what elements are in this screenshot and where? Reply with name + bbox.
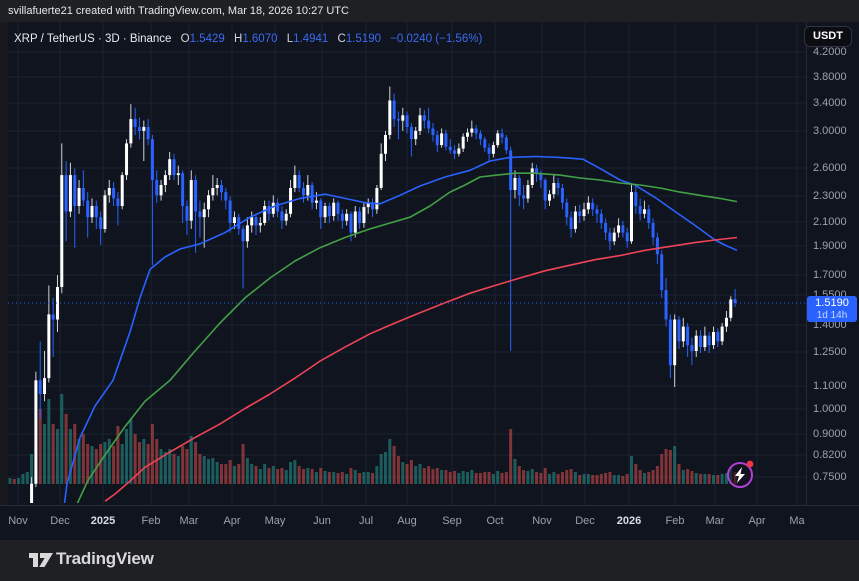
time-axis-label: Apr [748, 515, 766, 527]
open-label: O [180, 33, 190, 45]
price-axis-label: 3.4000 [813, 97, 847, 109]
time-axis-label: Oct [486, 515, 504, 527]
time-axis-label: Nov [8, 515, 28, 527]
time-axis-label: Feb [665, 515, 685, 527]
price-axis-label: 3.8000 [813, 71, 847, 83]
close-label: C [337, 33, 346, 45]
chart-legend: XRP / TetherUS · 3D · Binance O1.5429 H1… [14, 33, 482, 45]
price-axis-label: 0.9000 [813, 428, 847, 440]
price-axis[interactable]: 4.2000 3.8000 3.4000 3.0000 2.6000 2.3000 2.10… [806, 22, 859, 505]
tradingview-logo-icon [29, 553, 53, 567]
price-axis-label: 1.7000 [813, 269, 847, 281]
close-value: 1.5190 [345, 33, 381, 45]
time-axis-label: Mar [179, 515, 199, 527]
price-axis-label: 1.9000 [813, 240, 847, 252]
low-value: 1.4941 [293, 33, 329, 45]
usdt-axis-toggle[interactable]: USDT [804, 26, 852, 47]
last-price-value: 1.5190 [815, 297, 849, 309]
time-axis-label: May [264, 515, 286, 527]
time-axis-label: Apr [223, 515, 241, 527]
price-axis-label: 0.8200 [813, 449, 847, 461]
price-axis-label: 2.1000 [813, 216, 847, 228]
time-axis-label: Jun [313, 515, 331, 527]
price-axis-label: 1.2500 [813, 346, 847, 358]
price-axis-label: 2.3000 [813, 190, 847, 202]
time-axis-label: Sep [442, 515, 462, 527]
time-axis-label: Feb [141, 515, 161, 527]
price-axis-label: 1.0000 [813, 403, 847, 415]
time-axis-label: Ma [789, 515, 805, 527]
price-axis-label: 0.7500 [813, 471, 847, 483]
time-axis-label: 2025 [90, 515, 116, 527]
bar-countdown: 1d 14h [816, 310, 848, 321]
attribution-text: svillafuerte21 created with TradingView.… [8, 5, 349, 17]
chart-plot-area[interactable] [8, 22, 806, 505]
time-axis-label: Aug [397, 515, 417, 527]
attribution-bar: svillafuerte21 created with TradingView.… [0, 0, 859, 22]
symbol-title[interactable]: XRP / TetherUS · 3D · Binance [14, 33, 172, 45]
high-label: H [234, 33, 243, 45]
time-axis[interactable]: Nov Dec 2025 Feb Mar Apr May Jun Jul Aug Sep Oct Nov… [0, 505, 859, 541]
price-axis-label: 3.0000 [813, 125, 847, 137]
time-axis-label: 2026 [616, 515, 642, 527]
time-axis-label: Jul [358, 515, 374, 527]
change-value: −0.0240 (−1.56%) [390, 33, 483, 45]
low-label: L [286, 33, 294, 45]
price-axis-label: 1.1000 [813, 380, 847, 392]
high-value: 1.6070 [242, 33, 278, 45]
time-axis-label: Nov [532, 515, 552, 527]
price-axis-label: 2.6000 [813, 162, 847, 174]
price-axis-label: 1.4000 [813, 319, 847, 331]
time-axis-label: Mar [705, 515, 725, 527]
open-value: 1.5429 [189, 33, 225, 45]
left-frame-strip [0, 22, 8, 540]
brand-wordmark: TradingView [56, 549, 154, 568]
price-axis-label: 4.2000 [813, 46, 847, 58]
footer-bar: TradingView [0, 540, 859, 581]
last-price-badge: 1.5190 1d 14h [807, 296, 857, 322]
time-axis-label: Dec [50, 515, 70, 527]
time-axis-label: Dec [575, 515, 595, 527]
